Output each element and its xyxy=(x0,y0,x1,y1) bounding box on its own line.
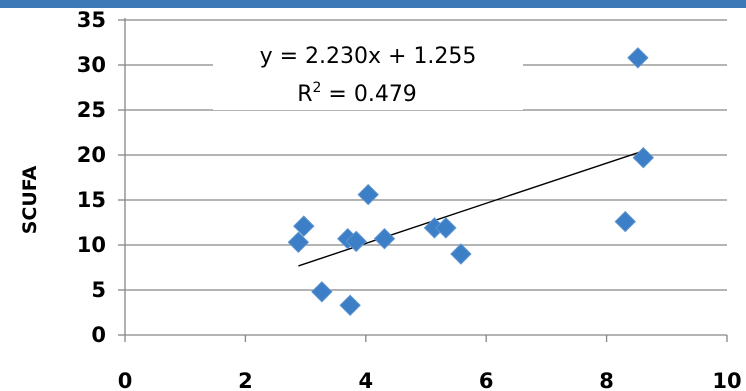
x-tick-label-10: 10 xyxy=(712,369,741,391)
x-tick-label-6: 6 xyxy=(479,369,494,391)
r-squared-label: R2 = 0.479 xyxy=(297,80,417,107)
trendline-annotation: y = 2.230x + 1.255 R2 = 0.479 xyxy=(260,44,477,107)
y-tick-label-15: 15 xyxy=(77,188,106,212)
data-point-12 xyxy=(614,210,636,233)
top-accent-bar xyxy=(0,0,746,8)
trendline xyxy=(298,151,640,267)
data-point-3 xyxy=(311,281,333,303)
r-squared-superscript: 2 xyxy=(312,80,321,96)
x-tick-label-0: 0 xyxy=(118,369,133,391)
axes xyxy=(118,18,728,342)
data-point-13 xyxy=(627,47,649,69)
y-tick-label-5: 5 xyxy=(91,278,106,302)
trendline-equation: y = 2.230x + 1.255 xyxy=(260,44,477,69)
data-point-11 xyxy=(450,243,472,265)
x-axis-tick-labels: 0 2 4 6 8 10 xyxy=(118,369,742,391)
y-axis-tick-labels: 0 5 10 15 20 25 30 35 xyxy=(77,8,106,347)
y-axis-title: SCUFA xyxy=(19,165,41,234)
trendline-line xyxy=(298,151,640,267)
y-tick-label-0: 0 xyxy=(91,323,106,347)
r-squared-symbol: R xyxy=(297,82,312,107)
y-tick-label-25: 25 xyxy=(77,98,106,122)
x-tick-label-2: 2 xyxy=(238,369,253,391)
y-tick-label-35: 35 xyxy=(77,8,106,32)
data-points xyxy=(287,47,655,317)
data-point-7 xyxy=(357,183,379,206)
data-point-8 xyxy=(373,227,396,250)
data-point-5 xyxy=(339,294,361,317)
data-point-6 xyxy=(345,230,367,253)
data-point-2 xyxy=(293,215,315,237)
y-tick-label-20: 20 xyxy=(77,143,106,167)
x-tick-label-8: 8 xyxy=(599,369,614,391)
data-point-10 xyxy=(435,217,457,239)
x-tick-label-4: 4 xyxy=(358,369,373,391)
annotation-background xyxy=(213,40,523,110)
y-tick-label-30: 30 xyxy=(77,53,106,77)
r-squared-value: = 0.479 xyxy=(321,82,416,107)
data-point-14 xyxy=(632,146,655,169)
data-point-1 xyxy=(287,231,310,254)
y-tick-label-10: 10 xyxy=(77,233,106,257)
